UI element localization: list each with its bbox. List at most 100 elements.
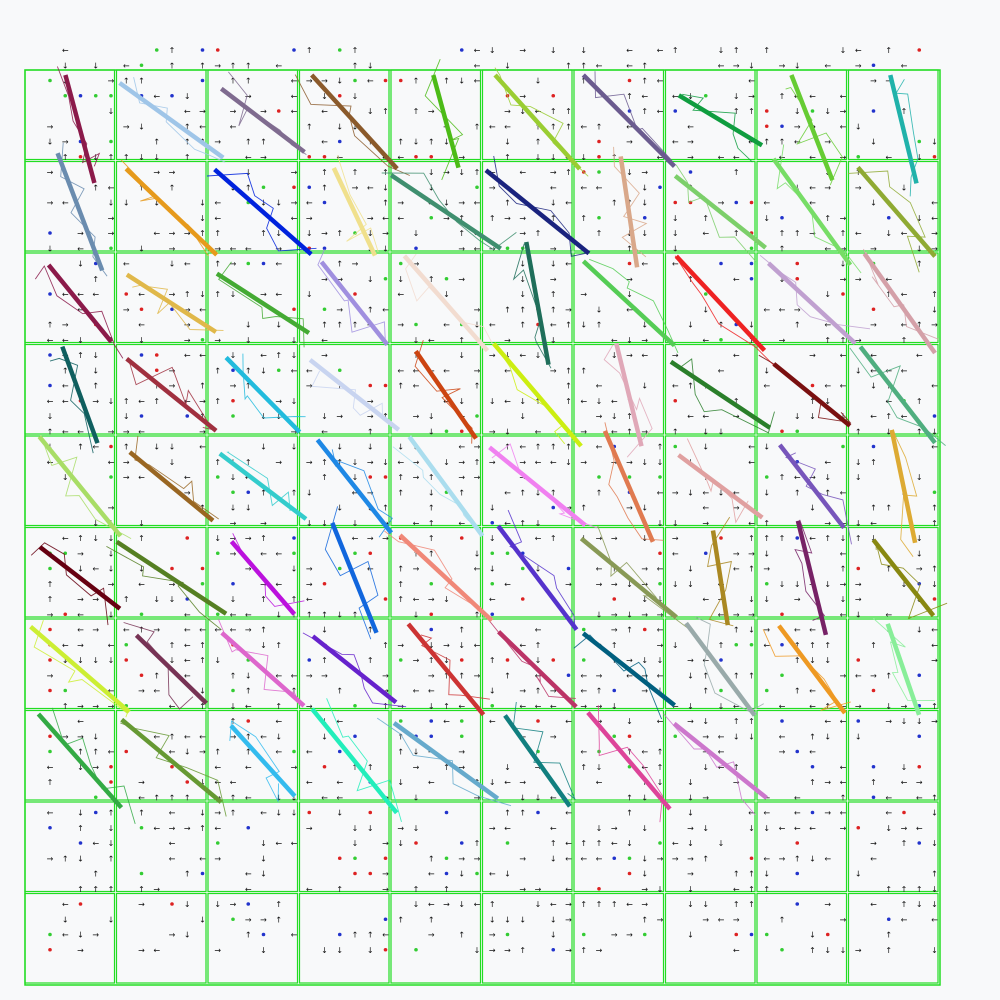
glyph-dot (78, 902, 83, 906)
grid-cell (664, 526, 756, 618)
arrow-glyph: → (824, 900, 831, 909)
arrow-glyph: → (840, 824, 847, 833)
arrow-glyph: ↑ (748, 870, 755, 879)
arrow-glyph: ↑ (428, 549, 435, 558)
arrow-glyph: ← (397, 290, 404, 299)
arrow-glyph: ↓ (687, 671, 694, 680)
arrow-glyph: ← (885, 366, 892, 375)
thick-stroke (308, 358, 401, 432)
arrow-glyph: ← (626, 900, 633, 909)
arrow-glyph: ← (824, 61, 831, 70)
arrow-glyph: → (230, 534, 237, 543)
arrow-glyph: ← (321, 138, 328, 147)
arrow-glyph: ↑ (519, 305, 526, 314)
arrow-glyph: ↓ (702, 824, 709, 833)
arrow-glyph: → (397, 199, 404, 208)
arrow-glyph: ↑ (626, 427, 633, 436)
arrow-glyph: ← (275, 549, 282, 558)
arrow-glyph: → (779, 748, 786, 757)
thin-path (424, 59, 464, 181)
glyph-dot (170, 764, 174, 769)
glyph-dot (902, 810, 906, 815)
arrow-glyph: ↓ (443, 458, 450, 467)
arrow-glyph: ← (245, 885, 252, 894)
arrow-glyph: → (382, 870, 389, 879)
arrow-glyph: ↓ (809, 931, 816, 940)
arrow-glyph: → (702, 519, 709, 528)
arrow-glyph: ↑ (92, 382, 99, 391)
arrow-glyph: ↓ (153, 153, 160, 162)
arrow-glyph: ↑ (382, 107, 389, 116)
arrow-glyph: → (550, 732, 557, 741)
arrow-glyph: ↓ (443, 138, 450, 147)
arrow-glyph: ← (657, 153, 664, 162)
arrow-glyph: ← (184, 656, 191, 665)
arrow-glyph: ← (718, 366, 725, 375)
arrow-glyph: ↑ (321, 183, 328, 192)
arrow-glyph: → (550, 275, 557, 284)
glyph-dot (139, 612, 144, 617)
glyph-dot (63, 688, 68, 693)
thin-path (486, 617, 576, 699)
arrow-glyph: ↑ (92, 183, 99, 192)
glyph-dot (856, 719, 861, 723)
arrow-glyph: ↓ (184, 900, 191, 909)
arrow-glyph: ↓ (641, 824, 648, 833)
arrow-glyph: ↑ (885, 946, 892, 955)
glyph-dot (383, 597, 388, 601)
arrow-glyph: ↓ (840, 46, 847, 55)
arrow-glyph: ↓ (199, 915, 206, 924)
arrow-glyph: ↑ (611, 565, 618, 574)
arrow-glyph: ↓ (443, 656, 450, 665)
thin-path (613, 146, 648, 258)
arrow-glyph: → (108, 77, 115, 86)
grid-cell (573, 435, 665, 527)
arrow-glyph: ↑ (824, 488, 831, 497)
arrow-glyph: ↓ (260, 946, 267, 955)
arrow-glyph: ↓ (382, 183, 389, 192)
arrow-glyph: → (92, 702, 99, 711)
thick-stroke (406, 622, 486, 717)
arrow-glyph: → (77, 641, 84, 650)
arrow-glyph: ↓ (550, 336, 557, 345)
arrow-glyph: ← (92, 565, 99, 574)
arrow-glyph: ↑ (138, 885, 145, 894)
glyph-dot (505, 841, 510, 845)
arrow-glyph: ↓ (260, 870, 267, 879)
arrow-glyph: ↑ (824, 641, 831, 650)
arrow-glyph: ← (230, 778, 237, 787)
arrow-glyph: ↓ (489, 46, 496, 55)
arrow-glyph: → (748, 549, 755, 558)
glyph-dot (292, 749, 296, 754)
thick-stroke (586, 711, 672, 811)
arrow-glyph: ↑ (428, 504, 435, 513)
glyph-dot (612, 597, 617, 601)
glyph-dot (383, 383, 388, 388)
arrow-glyph: ← (641, 260, 648, 269)
arrow-glyph: ← (199, 351, 206, 360)
arrow-glyph: ↓ (550, 153, 557, 162)
arrow-glyph: ↑ (397, 748, 404, 757)
glyph-dot (246, 902, 251, 906)
arrow-glyph: ← (672, 260, 679, 269)
arrow-glyph: ↓ (611, 702, 618, 711)
arrow-glyph: ↓ (321, 626, 328, 635)
arrow-glyph: ← (748, 138, 755, 147)
arrow-glyph: ↓ (809, 854, 816, 863)
arrow-glyph: ↓ (916, 214, 923, 223)
arrow-glyph: ← (794, 793, 801, 802)
arrow-glyph: ↑ (626, 244, 633, 253)
arrow-glyph: ↑ (382, 641, 389, 650)
glyph-dot (48, 353, 52, 357)
arrow-glyph: ↑ (733, 397, 740, 406)
arrow-glyph: ↑ (809, 778, 816, 787)
arrow-glyph: ↑ (306, 122, 313, 131)
arrow-glyph: ↑ (763, 534, 770, 543)
arrow-glyph: ↓ (611, 351, 618, 360)
arrow-glyph: → (275, 244, 282, 253)
glyph-dot (612, 856, 617, 861)
arrow-glyph: ↑ (260, 626, 267, 635)
arrow-glyph: ↑ (47, 427, 54, 436)
arrow-glyph: → (596, 534, 603, 543)
arrow-glyph: ↑ (626, 748, 633, 757)
